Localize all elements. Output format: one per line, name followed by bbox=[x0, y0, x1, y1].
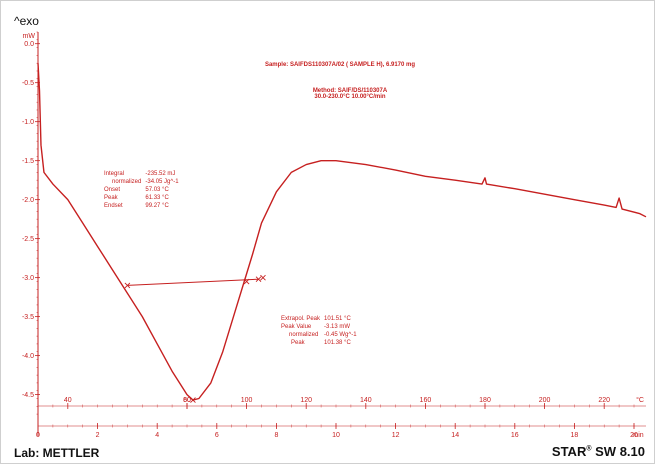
registered-mark: ® bbox=[586, 445, 592, 453]
time-unit-label: min bbox=[632, 432, 643, 439]
annotation-row: Integral -235.52 mJ bbox=[104, 171, 176, 177]
curve-marker bbox=[243, 278, 250, 285]
temperature-tick-label: 160 bbox=[420, 397, 432, 404]
time-tick-label: 10 bbox=[332, 432, 340, 439]
time-tick-label: 4 bbox=[155, 432, 159, 439]
y-unit-label: mW bbox=[23, 33, 36, 40]
time-tick-label: 16 bbox=[511, 432, 519, 439]
y-tick-label: -4.0 bbox=[22, 353, 34, 360]
time-tick-label: 18 bbox=[571, 432, 579, 439]
curve-marker bbox=[124, 282, 131, 289]
annotation-row: Peak Value -3.13 mW bbox=[281, 324, 351, 330]
y-tick-label: -3.0 bbox=[22, 275, 34, 282]
y-tick-label: -1.0 bbox=[22, 119, 34, 126]
annotation-row: Peak 61.33 °C bbox=[104, 195, 169, 201]
y-tick-label: -2.5 bbox=[22, 236, 34, 243]
curve-marker bbox=[255, 276, 262, 283]
sample-line: Sample: SAIFDS110307A/02 ( SAMPLE H), 6.… bbox=[264, 62, 416, 68]
temperature-tick-label: 40 bbox=[64, 397, 72, 404]
y-tick-label: -3.5 bbox=[22, 314, 34, 321]
integration-baseline bbox=[127, 278, 259, 286]
temperature-tick-label: 60 bbox=[183, 397, 191, 404]
exo-direction-label: ^exo bbox=[14, 14, 39, 28]
y-tick-label: -2.0 bbox=[22, 197, 34, 204]
temperature-tick-label: 200 bbox=[539, 397, 551, 404]
sample-info: Sample: SAIFDS110307A/02 ( SAMPLE H), 6.… bbox=[210, 62, 470, 68]
software-label: STAR® SW 8.10 bbox=[552, 444, 645, 459]
annotation-row: Extrapol. Peak 101.51 °C bbox=[281, 316, 351, 322]
peak-annotation: Extrapol. Peak 101.51 °C Peak Value -3.13 … bbox=[281, 315, 361, 347]
annotation-row: Peak 101.38 °C bbox=[291, 340, 351, 346]
y-tick-label: 0.0 bbox=[24, 41, 34, 48]
curve-marker bbox=[190, 397, 196, 403]
temperature-tick-label: 80 bbox=[183, 397, 191, 404]
temperature-tick-label: 180 bbox=[479, 397, 491, 404]
endotherm-annotation: Integral -235.52 mJ normalized -34.05 Jg^-… bbox=[104, 170, 183, 210]
annotation-row: normalized -0.45 Wg^-1 bbox=[289, 332, 357, 338]
software-version: SW 8.10 bbox=[595, 444, 645, 459]
temperature-tick-label: 220 bbox=[598, 397, 610, 404]
time-tick-label: 14 bbox=[451, 432, 459, 439]
y-tick-label: -4.5 bbox=[22, 392, 34, 399]
lab-label: Lab: METTLER bbox=[14, 446, 100, 460]
temperature-tick-label: 100 bbox=[241, 397, 253, 404]
annotation-row: Onset 57.03 °C bbox=[104, 187, 169, 193]
software-name: STAR bbox=[551, 444, 587, 459]
annotation-row: Endset 99.27 °C bbox=[104, 203, 169, 209]
time-tick-label: 20 bbox=[630, 432, 638, 439]
dsc-curve bbox=[37, 63, 647, 401]
y-tick-label: -1.5 bbox=[22, 158, 34, 165]
temperature-unit-label: °C bbox=[636, 396, 644, 404]
temperature-tick-label: 140 bbox=[360, 397, 372, 404]
method-info: Method: SAIF/DS/110307A 30.0-230.0°C 10.… bbox=[270, 88, 430, 100]
time-tick-label: 6 bbox=[215, 432, 219, 439]
annotation-row: normalized -34.05 Jg^-1 bbox=[112, 179, 179, 185]
temperature-tick-label: 120 bbox=[300, 397, 312, 404]
method-rate-line: 30.0-230.0°C 10.00°C/min bbox=[314, 94, 386, 100]
curve-marker bbox=[260, 274, 266, 281]
y-tick-label: -0.5 bbox=[22, 80, 34, 87]
time-tick-label: 2 bbox=[96, 432, 100, 439]
method-line: Method: SAIF/DS/110307A bbox=[312, 88, 388, 94]
time-tick-label: 8 bbox=[274, 432, 278, 439]
time-tick-label: 0 bbox=[36, 432, 40, 439]
time-tick-label: 12 bbox=[392, 432, 400, 439]
